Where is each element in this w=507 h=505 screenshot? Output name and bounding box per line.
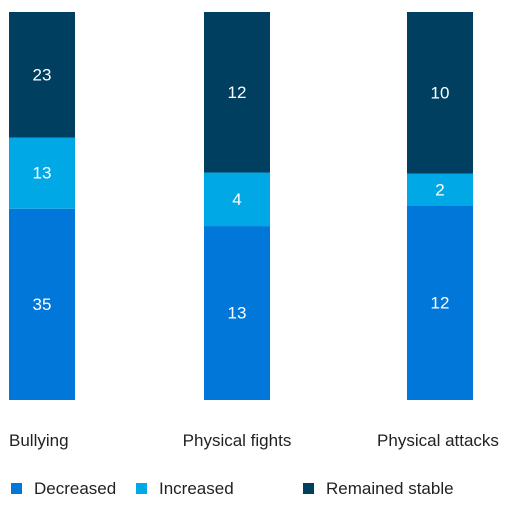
category-labels: Bullying Physical fights Physical attacks (9, 431, 499, 450)
data-label-physical-fights-remained-stable: 12 (228, 83, 247, 102)
legend-label-decreased: Decreased (34, 479, 116, 498)
bar-segment-physical-attacks-increased (407, 173, 473, 206)
data-label-physical-attacks-remained-stable: 10 (431, 83, 450, 102)
legend-swatch-remained-stable (303, 483, 314, 494)
bar-segment-physical-attacks-decreased (407, 206, 473, 400)
category-label-bullying: Bullying (9, 431, 69, 450)
data-label-bullying-remained-stable: 23 (33, 65, 52, 84)
bar-segment-bullying-decreased (9, 208, 75, 400)
data-label-physical-attacks-decreased: 12 (431, 294, 450, 313)
data-label-bullying-decreased: 35 (33, 295, 52, 314)
bar-segment-physical-fights-increased (204, 172, 270, 227)
bar-segment-bullying-increased (9, 137, 75, 209)
bar-segment-physical-attacks-remained-stable (407, 12, 473, 174)
legend-swatch-decreased (11, 483, 22, 494)
bar-segment-bullying-remained-stable (9, 12, 75, 138)
category-label-physical-fights: Physical fights (183, 431, 292, 450)
data-label-physical-attacks-increased: 2 (435, 180, 444, 199)
legend: Decreased Increased Remained stable (11, 479, 454, 498)
legend-swatch-increased (136, 483, 147, 494)
bars-group: 35 13 23 13 4 12 12 2 10 (9, 12, 473, 400)
bar-segment-physical-fights-decreased (204, 226, 270, 400)
legend-label-remained-stable: Remained stable (326, 479, 454, 498)
legend-label-increased: Increased (159, 479, 234, 498)
data-label-bullying-increased: 13 (33, 164, 52, 183)
data-label-physical-fights-increased: 4 (232, 190, 241, 209)
data-label-physical-fights-decreased: 13 (228, 304, 247, 323)
category-label-physical-attacks: Physical attacks (377, 431, 499, 450)
bar-segment-physical-fights-remained-stable (204, 12, 270, 173)
